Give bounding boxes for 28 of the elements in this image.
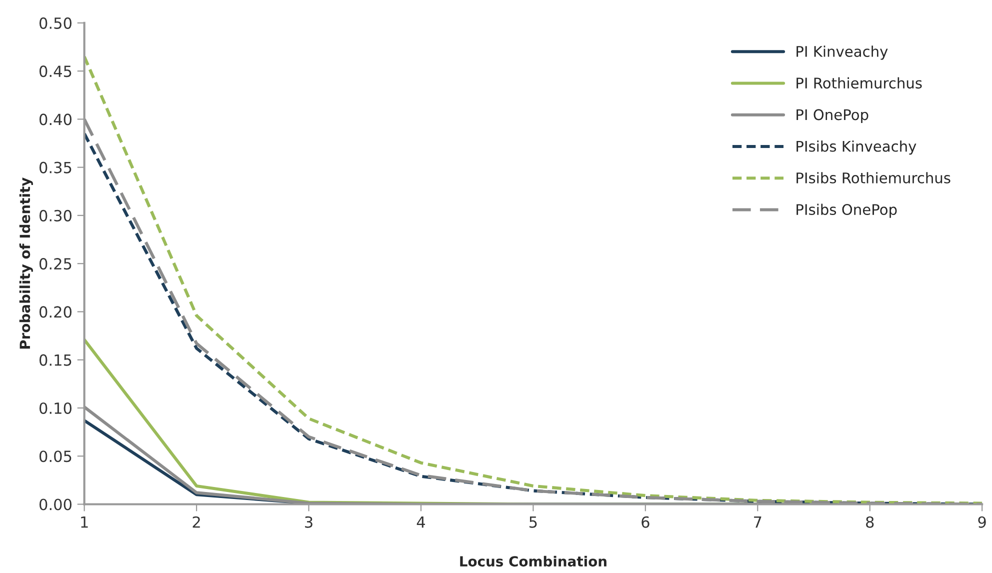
- y-tick-label: 0.20: [40, 306, 72, 318]
- x-tick-label: 7: [754, 516, 762, 528]
- y-tick-label: 0.50: [40, 17, 72, 29]
- y-tick-label: 0.25: [40, 258, 72, 270]
- y-tick-label: 0.05: [40, 450, 72, 462]
- y-tick-label: 0.45: [40, 66, 72, 78]
- y-axis-title: Probability of Identity: [19, 178, 33, 349]
- x-tick-label: 9: [978, 516, 986, 528]
- y-tick-label: 0.00: [40, 498, 72, 510]
- y-tick-label: 0.35: [40, 162, 72, 174]
- x-tick-label: 5: [530, 516, 537, 528]
- legend-label: PIsibs Kinveachy: [796, 140, 916, 155]
- x-tick-label: 8: [866, 516, 874, 528]
- legend-label: PIsibs Rothiemurchus: [796, 172, 950, 184]
- x-axis-title: Locus Combination: [460, 556, 606, 567]
- y-tick-label: 0.40: [40, 114, 72, 126]
- x-tick-label: 4: [416, 516, 425, 528]
- x-tick-label: 3: [305, 516, 312, 528]
- legend-label: PI Kinveachy: [796, 46, 888, 60]
- y-tick-label: 0.15: [40, 354, 72, 366]
- x-tick-label: 1: [81, 516, 88, 528]
- y-tick-label: 0.10: [40, 402, 72, 414]
- x-tick-label: 2: [192, 516, 200, 528]
- legend-label: PI OnePop: [796, 109, 868, 124]
- legend-label: PIsibs OnePop: [796, 204, 897, 218]
- legend-label: PI Rothiemurchus: [796, 77, 922, 89]
- x-tick-label: 6: [642, 516, 650, 528]
- y-tick-label: 0.30: [40, 210, 72, 222]
